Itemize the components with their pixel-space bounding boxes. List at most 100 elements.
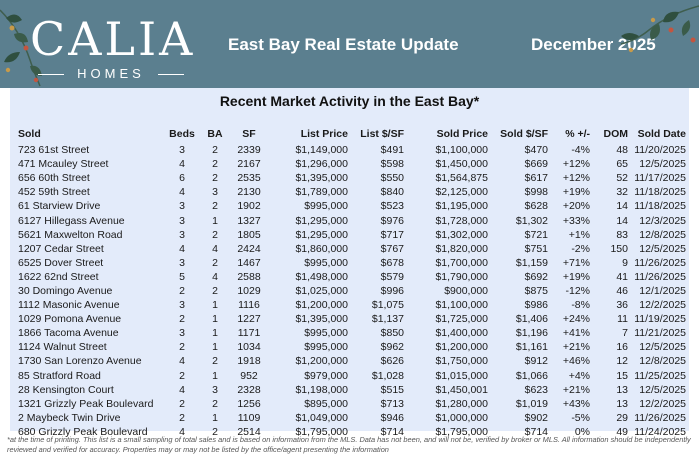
cell-baths: 4 (212, 270, 218, 283)
disclaimer-text: *at the time of printing. This list is a… (7, 435, 691, 454)
panel-subtitle: Recent Market Activity in the East Bay* (219, 93, 480, 109)
cell-beds: 4 (179, 383, 185, 396)
header-banner: CALIA HOMES East Bay Real Estate Update … (0, 0, 699, 88)
cell-sold-psf: $1,406 (515, 313, 548, 326)
cell-beds: 4 (179, 425, 185, 438)
cell-sold-date: 11/26/2025 (634, 270, 686, 283)
cell-baths: 1 (212, 411, 218, 424)
cell-address: 680 Grizzly Peak Boulevard (18, 425, 148, 438)
col-header-sold: Sold (18, 127, 41, 140)
cell-pct-change: -5% (571, 411, 590, 424)
cell-sold-date: 12/3/2025 (639, 214, 686, 227)
cell-sold-psf: $1,019 (515, 397, 548, 410)
cell-list-psf: $1,028 (371, 369, 404, 382)
cell-sold-price: $1,728,000 (435, 214, 488, 227)
table-row: 1866 Tacoma Avenue 3 1 1171 $995,000 $850 $1,4… (18, 326, 686, 340)
table-row: 1622 62nd Street 5 4 2588 $1,498,000 $579 $1,7… (18, 270, 686, 284)
cell-sold-date: 11/26/2025 (634, 256, 686, 269)
cell-sold-psf: $875 (524, 284, 548, 297)
cell-sold-price: $1,302,000 (435, 228, 488, 241)
cell-sold-date: 12/5/2025 (639, 158, 686, 171)
cell-sold-psf: $669 (524, 158, 548, 171)
cell-pct-change: -12% (565, 284, 590, 297)
cell-sold-date: 12/5/2025 (639, 242, 686, 255)
cell-beds: 4 (179, 355, 185, 368)
cell-address: 471 Mcauley Street (18, 158, 109, 171)
cell-dom: 52 (616, 172, 628, 185)
cell-list-psf: $713 (380, 397, 404, 410)
col-header-sold-price: Sold Price (436, 127, 488, 140)
holly-branch-right-icon (620, 5, 699, 53)
cell-sold-psf: $1,196 (515, 327, 548, 340)
cell-sold-price: $1,700,000 (435, 256, 488, 269)
cell-sqft: 1256 (237, 397, 261, 410)
cell-pct-change: +33% (562, 214, 590, 227)
cell-sqft: 1327 (237, 214, 261, 227)
cell-address: 28 Kensington Court (18, 383, 114, 396)
cell-pct-change: +46% (562, 355, 590, 368)
cell-beds: 3 (179, 228, 185, 241)
col-header-ba: BA (207, 127, 223, 140)
table-row: 61 Starview Drive 3 2 1902 $995,000 $523 $1,19… (18, 199, 686, 213)
cell-pct-change: +12% (562, 158, 590, 171)
cell-list-psf: $962 (380, 341, 404, 354)
cell-beds: 3 (179, 200, 185, 213)
cell-sold-psf: $617 (524, 172, 548, 185)
cell-sold-psf: $1,302 (515, 214, 548, 227)
cell-sqft: 1805 (237, 228, 261, 241)
cell-pct-change: +19% (562, 270, 590, 283)
cell-list-price: $995,000 (304, 256, 348, 269)
table-row: 1029 Pomona Avenue 2 1 1227 $1,395,000 $1,137… (18, 312, 686, 326)
cell-sold-price: $1,450,000 (435, 158, 488, 171)
header-date: December 2025 (531, 35, 656, 54)
cell-sold-date: 12/5/2025 (639, 341, 686, 354)
cell-list-price: $979,000 (304, 369, 348, 382)
table-row: 452 59th Street 4 3 2130 $1,789,000 $840 $2,12… (18, 185, 686, 199)
cell-beds: 2 (179, 397, 185, 410)
cell-dom: 11 (617, 313, 628, 326)
cell-sold-date: 11/25/2025 (634, 369, 686, 382)
brand-logo: CALIA HOMES (16, 8, 192, 81)
cell-baths: 2 (212, 355, 218, 368)
cell-beds: 3 (179, 256, 185, 269)
cell-sqft: 1034 (237, 341, 261, 354)
cell-sold-date: 12/5/2025 (639, 383, 686, 396)
cell-dom: 48 (616, 144, 628, 157)
cell-sqft: 952 (240, 369, 258, 382)
table-row: 471 Mcauley Street 4 2 2167 $1,296,000 $598 $1… (18, 157, 686, 171)
table-row: 85 Stratford Road 2 1 952 $979,000 $1,028 $1,0… (18, 369, 686, 383)
cell-pct-change: +41% (562, 327, 590, 340)
table-row: 1321 Grizzly Peak Boulevard 2 2 1256 $895,00… (18, 397, 686, 411)
cell-beds: 2 (179, 369, 185, 382)
cell-sold-date: 12/8/2025 (639, 228, 686, 241)
holly-branch-left-icon (0, 9, 42, 87)
cell-dom: 83 (616, 228, 628, 241)
cell-pct-change: +1% (568, 228, 590, 241)
cell-list-psf: $714 (380, 425, 404, 438)
cell-pct-change: +43% (562, 397, 590, 410)
cell-address: 85 Stratford Road (18, 369, 101, 382)
cell-baths: 1 (212, 327, 218, 340)
cell-pct-change: -8% (571, 299, 590, 312)
cell-sqft: 1902 (237, 200, 261, 213)
cell-list-psf: $626 (380, 355, 404, 368)
cell-list-price: $1,295,000 (295, 228, 348, 241)
cell-sold-psf: $1,066 (515, 369, 548, 382)
cell-list-price: $1,395,000 (295, 313, 348, 326)
cell-address: 61 Starview Drive (18, 200, 101, 213)
cell-pct-change: +21% (562, 341, 590, 354)
cell-sold-date: 11/18/2025 (634, 200, 686, 213)
cell-sold-date: 12/2/2025 (639, 397, 686, 410)
cell-sold-psf: $902 (524, 411, 548, 424)
cell-list-psf: $946 (380, 411, 404, 424)
cell-baths: 2 (212, 228, 218, 241)
table-row: 5621 Maxwelton Road 3 2 1805 $1,295,000 $717 $… (18, 228, 686, 242)
cell-beds: 4 (179, 242, 185, 255)
cell-sqft: 2514 (237, 425, 261, 438)
cell-beds: 5 (179, 270, 185, 283)
cell-baths: 1 (212, 341, 218, 354)
cell-sqft: 2535 (237, 172, 261, 185)
cell-baths: 1 (212, 299, 218, 312)
table-row: 28 Kensington Court 4 3 2328 $1,198,000 $515 $… (18, 383, 686, 397)
cell-sold-date: 11/20/2025 (634, 144, 686, 157)
